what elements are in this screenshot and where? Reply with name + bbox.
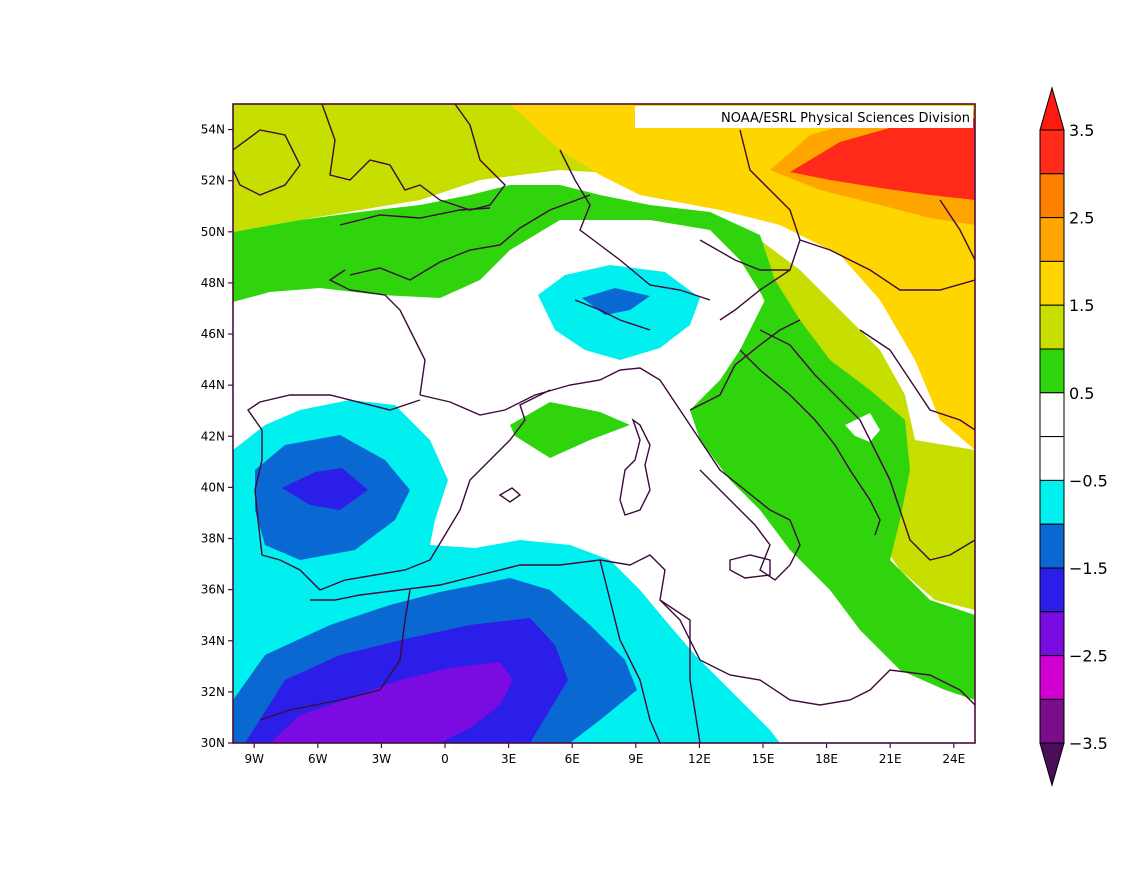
y-tick-label: 48N — [201, 276, 225, 290]
credit-box — [635, 106, 973, 128]
credit-text: NOAA/ESRL Physical Sciences Division — [721, 111, 970, 126]
colorbar-bin — [1039, 173, 1065, 219]
colorbar-label: 2.5 — [1069, 209, 1094, 228]
y-tick-label: 54N — [201, 123, 225, 137]
y-tick-label: 36N — [201, 583, 225, 597]
colorbar-bin — [1039, 392, 1065, 438]
y-tick-label: 42N — [201, 429, 225, 443]
x-axis-ticks: 9W 6W 3W 0 3E 6E 9E 12E 15E 18E 21E 24E — [244, 743, 965, 766]
colorbar-label: 3.5 — [1069, 121, 1094, 140]
colorbar-bin — [1039, 129, 1065, 175]
x-tick-label: 21E — [879, 752, 902, 766]
colorbar-label: −1.5 — [1069, 559, 1108, 578]
colorbar-bin — [1039, 655, 1065, 700]
colorbar-bin — [1039, 348, 1065, 394]
x-tick-label: 18E — [815, 752, 838, 766]
colorbar-over-triangle — [1039, 86, 1065, 131]
y-tick-label: 34N — [201, 634, 225, 648]
x-tick-label: 6W — [308, 752, 328, 766]
y-tick-label: 44N — [201, 378, 225, 392]
field-violet-iberia — [282, 468, 368, 510]
x-tick-label: 9W — [244, 752, 264, 766]
colorbar-label: 0.5 — [1069, 384, 1094, 403]
anomaly-field — [233, 104, 975, 743]
field-green-band — [233, 185, 975, 700]
coastlines — [233, 104, 975, 743]
field-purple-africa — [270, 662, 513, 743]
colorbar-bin — [1039, 567, 1065, 613]
colorbar-bin — [1039, 479, 1065, 525]
y-tick-label: 38N — [201, 532, 225, 546]
y-tick-label: 46N — [201, 327, 225, 341]
map-frame — [232, 103, 976, 744]
field-red — [790, 118, 975, 200]
colorbar-bin — [1039, 217, 1065, 262]
x-tick-label: 15E — [752, 752, 775, 766]
y-axis-ticks: 54N 52N 50N 48N 46N 44N 42N 40N 38N 36N 34N 32N 30N — [201, 123, 233, 750]
colorbar-label: −3.5 — [1069, 734, 1108, 753]
colorbar-label: −2.5 — [1069, 647, 1108, 666]
y-tick-label: 30N — [201, 736, 225, 750]
colorbar-bin — [1039, 698, 1065, 744]
colorbar-bin — [1039, 260, 1065, 306]
colorbar-under-triangle — [1039, 742, 1065, 788]
x-tick-label: 3W — [372, 752, 392, 766]
field-blue-france — [582, 288, 650, 315]
y-tick-label: 40N — [201, 480, 225, 494]
colorbar-label: 1.5 — [1069, 296, 1094, 315]
x-tick-label: 9E — [628, 752, 643, 766]
x-tick-label: 0 — [441, 752, 449, 766]
y-tick-label: 52N — [201, 174, 225, 188]
field-white-hole — [845, 413, 880, 442]
colorbar-label: −0.5 — [1069, 471, 1108, 490]
x-tick-label: 3E — [501, 752, 516, 766]
x-tick-label: 6E — [565, 752, 580, 766]
x-tick-label: 12E — [688, 752, 711, 766]
y-tick-label: 32N — [201, 685, 225, 699]
field-green-patch — [510, 402, 630, 458]
colorbar-bin — [1039, 611, 1065, 657]
colorbar-bin — [1039, 523, 1065, 569]
colorbar-bin — [1039, 304, 1065, 350]
field-cyan-france — [538, 265, 700, 360]
colorbar-bin — [1039, 436, 1065, 481]
x-tick-label: 24E — [942, 752, 965, 766]
y-tick-label: 50N — [201, 225, 225, 239]
colorbar: 3.5 2.5 1.5 0.5 −0.5 −1.5 −2.5 −3.5 — [1039, 86, 1108, 788]
